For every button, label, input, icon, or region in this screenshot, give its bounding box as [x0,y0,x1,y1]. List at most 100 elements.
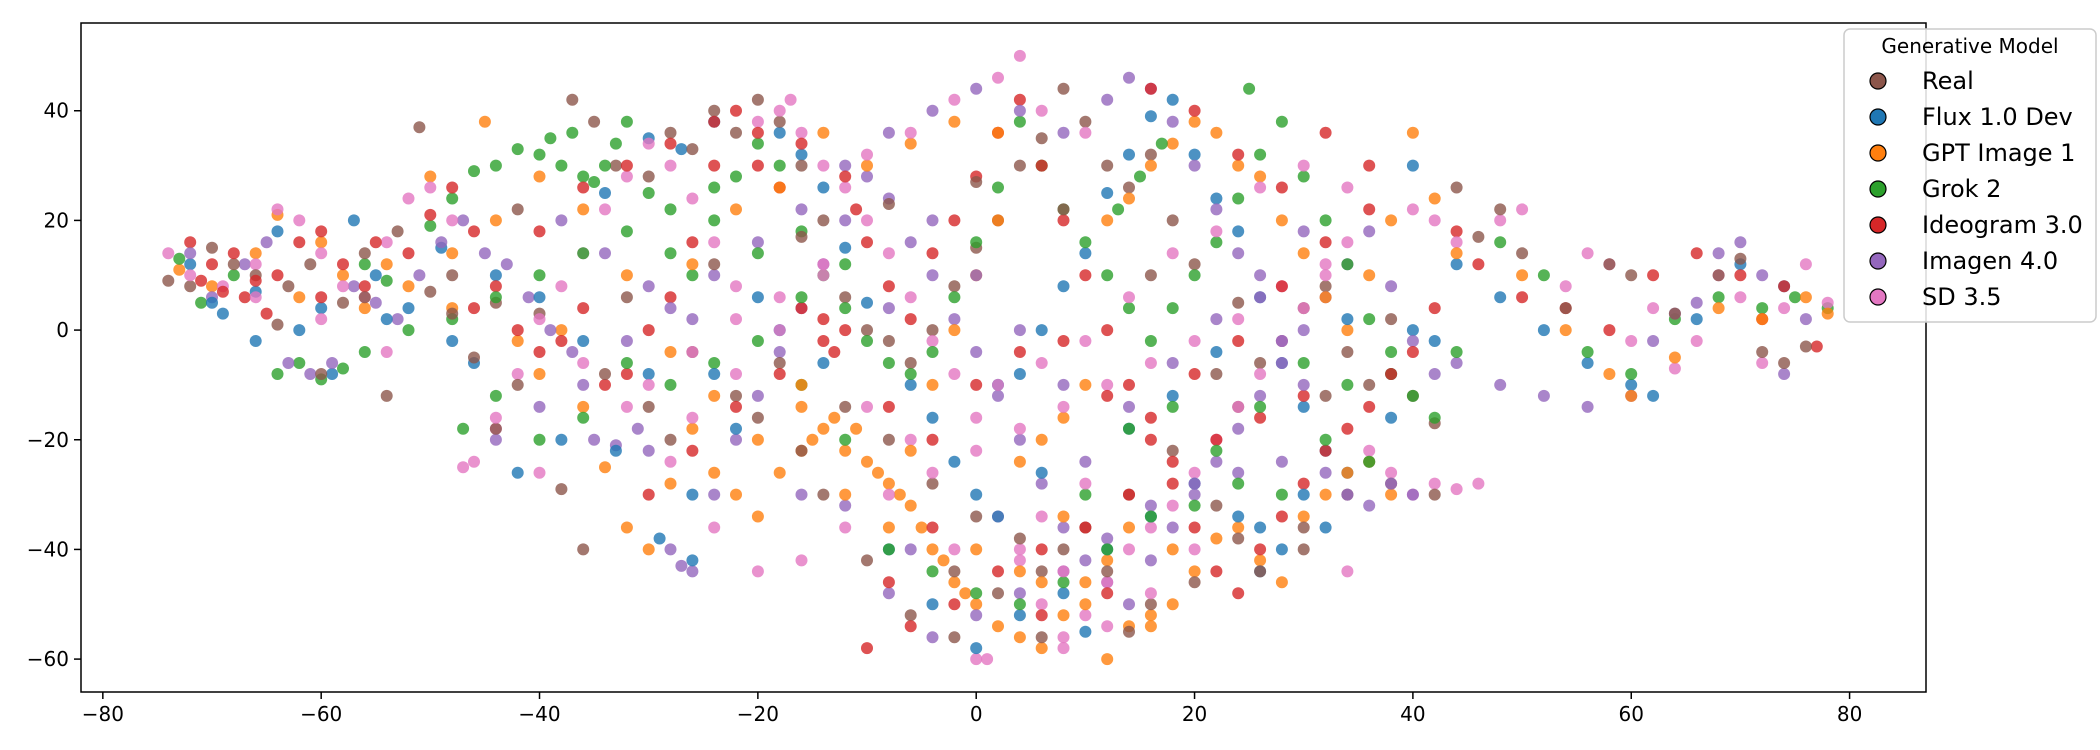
data-point [664,126,677,139]
data-point [861,324,873,337]
data-point [380,236,393,249]
data-point [1625,269,1638,282]
data-point [1035,510,1048,523]
data-point [577,543,590,556]
data-point [1799,313,1812,326]
data-point [1385,488,1398,501]
data-point [708,357,721,369]
data-point [708,466,721,479]
data-point [271,225,284,238]
data-point [1232,466,1245,479]
data-point [380,389,393,402]
data-point [926,378,939,391]
data-point [970,642,983,655]
data-point [260,236,273,249]
data-point [882,335,895,347]
data-point [1188,543,1201,556]
data-point [1821,296,1834,309]
data-point [577,411,590,424]
data-point [686,143,699,156]
data-point [489,422,502,435]
data-point [773,126,786,139]
data-point [1013,565,1026,578]
data-point [872,466,884,479]
data-point [1101,187,1114,199]
data-point [1101,576,1114,589]
data-point [1144,554,1157,567]
data-point [347,214,360,227]
data-point [315,302,328,315]
data-point [1494,291,1507,304]
data-point [882,280,895,293]
data-point [817,422,830,435]
data-point [1188,488,1201,501]
data-point [1013,587,1026,600]
data-point [1013,433,1026,446]
data-point [904,357,917,369]
data-point [1013,554,1026,567]
data-point [708,258,721,271]
data-point [992,126,1004,139]
data-point [1079,554,1092,567]
data-point [981,653,994,666]
data-point [1275,214,1288,227]
data-point [730,422,742,435]
legend-label: Flux 1.0 Dev [1922,103,2073,131]
data-point [751,510,764,523]
data-point [839,499,852,512]
data-point [1144,411,1157,424]
data-point [380,274,393,287]
data-point [347,280,360,293]
data-point [1101,554,1114,567]
data-point [293,214,306,227]
data-point [1123,302,1135,315]
data-point [1647,269,1660,282]
data-point [1734,291,1747,304]
data-point [926,521,939,534]
data-point [948,93,961,106]
data-point [708,488,721,501]
data-point [1013,598,1026,611]
data-point [1210,455,1223,468]
data-point [1057,214,1070,227]
data-point [784,93,797,106]
data-point [1079,477,1092,490]
data-point [1079,335,1092,347]
data-point [1166,400,1179,413]
data-point [1057,411,1070,424]
data-point [1756,357,1769,369]
data-point [664,247,677,260]
legend-box [1843,28,2097,323]
data-point [1188,499,1201,512]
legend-title: Generative Model [1881,34,2058,58]
data-point [1450,181,1463,194]
y-tick-label: −20 [27,428,69,452]
data-point [533,368,546,380]
data-point [795,444,808,457]
data-point [642,444,655,457]
data-point [1101,159,1114,172]
data-point [642,187,655,199]
data-point [730,433,742,446]
data-point [642,543,655,556]
data-point [1450,357,1463,369]
data-point [304,258,317,271]
data-point [1079,378,1092,391]
data-point [555,159,568,172]
data-point [533,433,546,446]
data-point [1297,159,1310,172]
data-point [904,126,917,139]
data-point [424,170,437,183]
data-point [1559,280,1572,293]
data-point [1297,488,1310,501]
data-point [642,488,655,501]
data-point [1799,340,1812,353]
data-point [1057,543,1070,556]
data-point [773,115,786,128]
data-point [1057,280,1070,293]
data-point [446,192,459,205]
data-point [1057,510,1070,523]
legend: Generative Model Real Flux 1.0 Dev GPT Ima… [1843,28,2097,323]
data-point [489,411,502,424]
data-point [1188,269,1201,282]
